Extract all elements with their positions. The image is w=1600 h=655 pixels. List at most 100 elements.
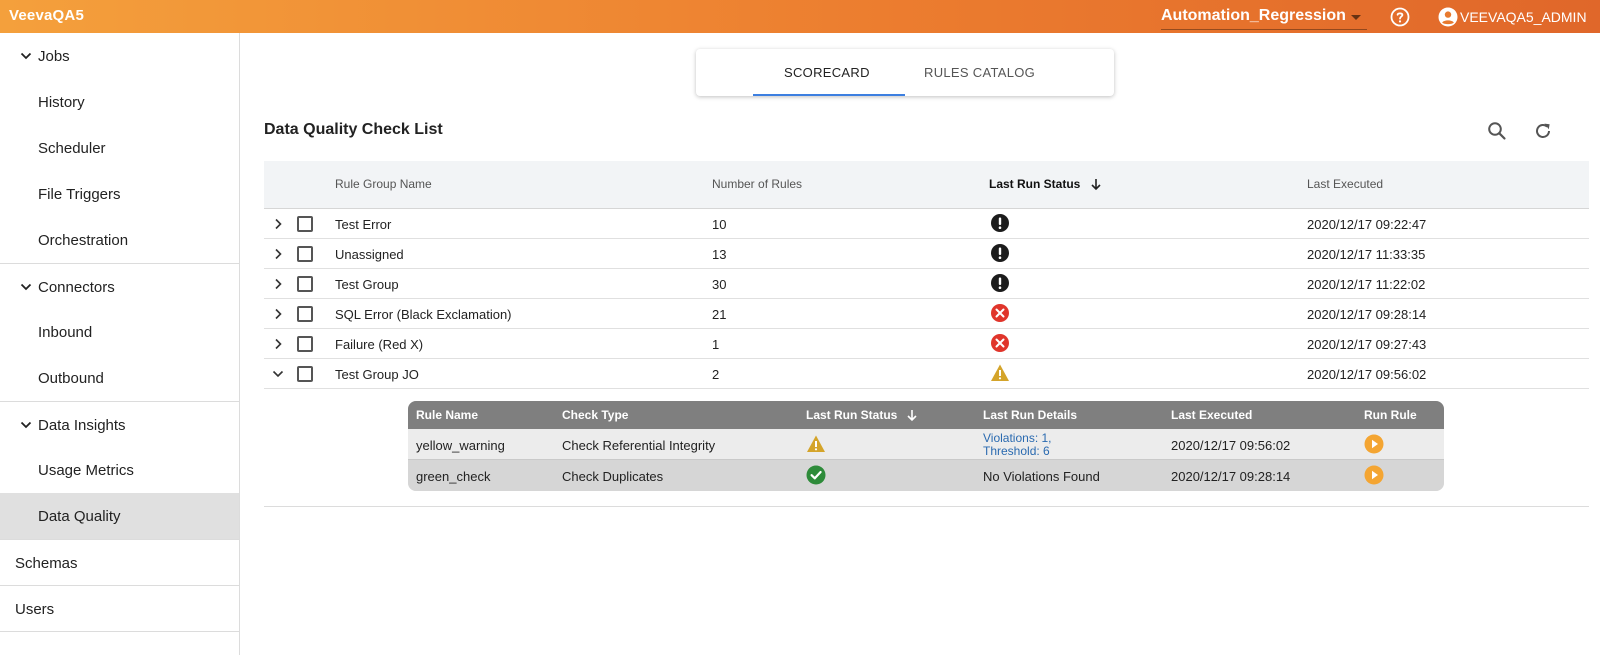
sidebar-divider [0,631,239,655]
number-of-rules: 30 [712,277,727,292]
rule-group-name: Failure (Red X) [335,337,424,352]
brand-logo[interactable]: VeevaQA5 [9,7,84,24]
play-icon[interactable] [1364,465,1384,485]
row-checkbox[interactable] [297,216,313,232]
account-circle-icon[interactable] [1438,7,1458,27]
tab-label: RULES CATALOG [924,65,1036,80]
sidebar-item-orchestration[interactable]: Orchestration [0,217,239,263]
number-of-rules: 13 [712,247,727,262]
top-header: VeevaQA5 Automation_Regression VEEVAQA5_… [0,0,1600,33]
workspace-select[interactable]: Automation_Regression [1161,4,1367,30]
chevron-right-icon[interactable] [273,218,283,230]
number-of-rules: 21 [712,307,727,322]
sidebar-section-data-insights[interactable]: Data Insights [0,401,239,447]
last-executed: 2020/12/17 09:56:02 [1307,367,1427,382]
threshold-text: Threshold: 6 [983,444,1050,458]
sidebar-item-data-quality[interactable]: Data Quality [0,493,239,539]
subtable-header: Rule Name Check Type Last Run Status Las… [408,401,1444,429]
sidebar-section-label: Connectors [38,279,115,296]
check-type: Check Referential Integrity [562,438,716,453]
help-icon[interactable] [1390,7,1410,27]
sidebar-item-history[interactable]: History [0,79,239,125]
sidebar-item-schemas[interactable]: Schemas [0,539,239,585]
workspace-select-value: Automation_Regression [1161,7,1346,24]
tab-label: SCORECARD [784,65,870,80]
row-checkbox[interactable] [297,336,313,352]
sidebar-item-users[interactable]: Users [0,585,239,631]
table-row[interactable]: SQL Error (Black Exclamation) 21 2020/12… [264,299,1589,329]
chevron-right-icon[interactable] [273,278,283,290]
table-row[interactable]: Test Error 10 2020/12/17 09:22:47 [264,209,1589,239]
chevron-right-icon[interactable] [273,308,283,320]
sidebar-item-label: Inbound [38,324,93,341]
last-executed: 2020/12/17 09:22:47 [1307,217,1427,232]
sidebar-item-scheduler[interactable]: Scheduler [0,125,239,171]
table-row[interactable]: green_check Check Duplicates No Violatio… [408,460,1444,491]
last-executed: 2020/12/17 09:28:14 [1171,469,1291,484]
sidebar-item-label: Outbound [38,370,104,387]
column-header-check-type[interactable]: Check Type [562,408,629,422]
sidebar-section-jobs[interactable]: Jobs [0,33,239,79]
rule-group-name: Unassigned [335,247,404,262]
column-header-rule-name[interactable]: Rule Name [416,408,479,422]
arrow-down-icon [1091,179,1101,191]
chevron-down-icon[interactable] [272,369,284,379]
error-exclamation-icon [991,214,1009,232]
column-header-last-run-status[interactable]: Last Run Status [989,177,1102,191]
user-name[interactable]: VEEVAQA5_ADMIN [1460,9,1587,25]
sidebar-item-outbound[interactable]: Outbound [0,355,239,401]
row-checkbox[interactable] [297,276,313,292]
chevron-right-icon[interactable] [273,338,283,350]
search-icon[interactable] [1486,120,1508,142]
play-icon[interactable] [1364,434,1384,454]
column-header-number-of-rules[interactable]: Number of Rules [712,177,803,191]
refresh-icon[interactable] [1532,120,1554,142]
last-executed: 2020/12/17 09:56:02 [1171,438,1291,453]
failure-x-icon [991,304,1009,322]
warning-triangle-icon [807,435,825,452]
sidebar-item-label: Usage Metrics [38,462,134,479]
column-header-rule-group-name[interactable]: Rule Group Name [335,177,432,191]
column-header-last-run-details[interactable]: Last Run Details [983,408,1078,422]
sidebar-section-label: Data Insights [38,417,126,434]
error-exclamation-icon [991,244,1009,262]
chevron-right-icon[interactable] [273,248,283,260]
tab-rules-catalog[interactable]: RULES CATALOG [916,49,1066,96]
sidebar-item-label: Scheduler [38,140,106,157]
row-checkbox[interactable] [297,366,313,382]
error-exclamation-icon [991,274,1009,292]
row-checkbox[interactable] [297,246,313,262]
view-tabs: SCORECARD RULES CATALOG [696,49,1114,96]
sidebar-section-connectors[interactable]: Connectors [0,263,239,309]
rules-subtable: Rule Name Check Type Last Run Status Las… [408,401,1444,491]
rule-group-name: Test Group JO [335,367,419,382]
rule-name: yellow_warning [416,438,505,453]
success-check-icon [806,465,826,485]
sidebar-item-label: Users [15,601,55,618]
table-row[interactable]: yellow_warning Check Referential Integri… [408,429,1444,460]
rule-group-name: SQL Error (Black Exclamation) [335,307,512,322]
table-row[interactable]: Unassigned 13 2020/12/17 11:33:35 [264,239,1589,269]
row-checkbox[interactable] [297,306,313,322]
last-executed: 2020/12/17 11:22:02 [1307,277,1426,292]
column-header-run-rule: Run Rule [1364,408,1417,422]
tab-scorecard[interactable]: SCORECARD [753,49,905,96]
column-header-label: Last Run Status [989,177,1081,191]
column-header-last-executed[interactable]: Last Executed [1171,408,1253,422]
table-row[interactable]: Failure (Red X) 1 2020/12/17 09:27:43 [264,329,1589,359]
sidebar-item-file-triggers[interactable]: File Triggers [0,171,239,217]
last-run-details-link[interactable]: Violations: 1, Threshold: 6 [983,432,1052,458]
sidebar-item-inbound[interactable]: Inbound [0,309,239,355]
column-header-last-executed[interactable]: Last Executed [1307,177,1384,191]
number-of-rules: 10 [712,217,727,232]
table-row[interactable]: Test Group JO 2 2020/12/17 09:56:02 [264,359,1589,389]
number-of-rules: 2 [712,367,720,382]
caret-down-icon [1351,15,1361,20]
arrow-down-icon [907,410,917,422]
table-row[interactable]: Test Group 30 2020/12/17 11:22:02 [264,269,1589,299]
rule-group-name: Test Error [335,217,392,232]
rule-name: green_check [416,469,491,484]
sidebar-item-usage-metrics[interactable]: Usage Metrics [0,447,239,493]
sidebar: Jobs History Scheduler File Triggers Orc… [0,33,240,655]
column-header-last-run-status[interactable]: Last Run Status [806,408,918,422]
